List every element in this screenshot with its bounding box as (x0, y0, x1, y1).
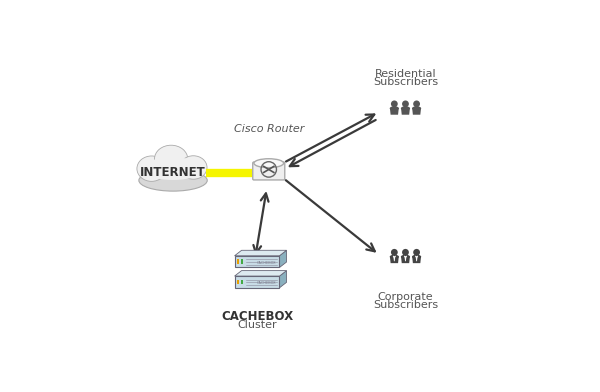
Polygon shape (404, 256, 407, 261)
Text: Residential: Residential (374, 69, 436, 79)
Polygon shape (412, 108, 421, 115)
Circle shape (391, 100, 398, 107)
Polygon shape (401, 108, 410, 115)
Ellipse shape (401, 255, 410, 259)
Text: CACHEBOX: CACHEBOX (257, 281, 277, 285)
Polygon shape (280, 250, 287, 267)
Polygon shape (235, 250, 287, 256)
Circle shape (402, 249, 409, 256)
Polygon shape (393, 256, 395, 261)
Text: Subscribers: Subscribers (373, 77, 438, 87)
Circle shape (391, 249, 398, 256)
Ellipse shape (401, 106, 410, 111)
Polygon shape (280, 270, 287, 288)
FancyBboxPatch shape (253, 162, 285, 180)
Ellipse shape (179, 156, 207, 179)
Ellipse shape (412, 106, 421, 111)
Text: INTERNET: INTERNET (140, 166, 206, 179)
Bar (241, 259, 243, 264)
Ellipse shape (142, 157, 205, 180)
Bar (235, 276, 280, 288)
Circle shape (413, 100, 420, 107)
Polygon shape (416, 256, 418, 261)
Ellipse shape (390, 106, 399, 111)
Text: Cluster: Cluster (237, 320, 277, 330)
Ellipse shape (254, 159, 284, 168)
Text: CACHEBOX: CACHEBOX (221, 310, 293, 323)
Polygon shape (401, 256, 410, 263)
Bar (237, 279, 239, 284)
Bar (235, 256, 280, 267)
Ellipse shape (154, 145, 188, 172)
Ellipse shape (139, 170, 207, 191)
Polygon shape (390, 108, 399, 115)
Text: Corporate: Corporate (377, 292, 433, 302)
Bar (237, 259, 239, 264)
Polygon shape (390, 256, 399, 263)
Circle shape (402, 100, 409, 107)
Circle shape (413, 249, 420, 256)
Polygon shape (412, 256, 421, 263)
Polygon shape (235, 270, 287, 276)
Text: Cisco Router: Cisco Router (233, 123, 304, 134)
Bar (241, 279, 243, 284)
Text: Subscribers: Subscribers (373, 299, 438, 310)
Text: CACHEBOX: CACHEBOX (257, 261, 277, 265)
Ellipse shape (390, 255, 399, 259)
Ellipse shape (137, 156, 166, 181)
Ellipse shape (412, 255, 421, 259)
